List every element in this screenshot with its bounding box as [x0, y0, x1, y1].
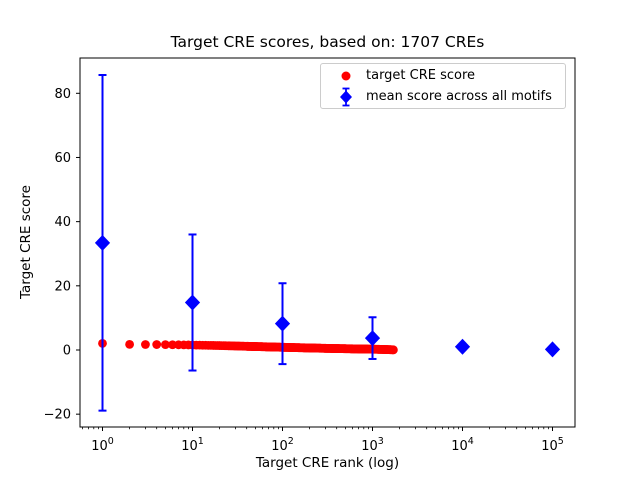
y-tick-label: −20: [44, 408, 71, 423]
series-mean-score: [94, 74, 561, 412]
series-target-cre-score: [98, 339, 398, 355]
x-tick-label: 102: [271, 436, 294, 454]
chart-title: Target CRE scores, based on: 1707 CREs: [170, 33, 485, 51]
legend-row-target-score: target CRE score: [329, 66, 557, 86]
legend-row-mean-score: mean score across all motifs: [329, 87, 557, 107]
legend: target CRE score mean score across all m…: [320, 63, 566, 109]
y-axis-label: Target CRE score: [18, 185, 34, 299]
y-tick-label: 60: [54, 151, 71, 166]
x-tick-label: 100: [91, 436, 114, 454]
red-point: [141, 340, 150, 349]
x-tick-label: 103: [361, 436, 384, 454]
red-point: [125, 339, 134, 349]
mean-diamond: [544, 341, 561, 358]
red-point: [389, 345, 398, 355]
circle-marker-icon: [341, 71, 351, 80]
legend-label-target-score: target CRE score: [366, 68, 476, 83]
x-axis-label: Target CRE rank (log): [255, 455, 400, 471]
mean-diamond: [274, 315, 291, 332]
y-tick-label: 80: [54, 87, 71, 102]
y-tick-label: 20: [54, 279, 71, 294]
x-tick-label: 105: [541, 436, 564, 454]
x-tick-label: 101: [181, 436, 204, 454]
mean-diamond: [94, 234, 111, 251]
red-point: [161, 340, 170, 350]
mean-diamond: [184, 294, 201, 311]
mean-diamond: [454, 338, 471, 355]
mean-diamond: [364, 330, 381, 347]
plot-border: [79, 57, 576, 428]
y-tick-label: 40: [54, 215, 71, 230]
y-tick-label: 0: [63, 343, 71, 358]
x-tick-label: 104: [451, 436, 474, 454]
legend-label-mean-score: mean score across all motifs: [366, 89, 552, 104]
red-point: [152, 340, 162, 349]
diamond-errorbar-icon: [340, 87, 352, 106]
